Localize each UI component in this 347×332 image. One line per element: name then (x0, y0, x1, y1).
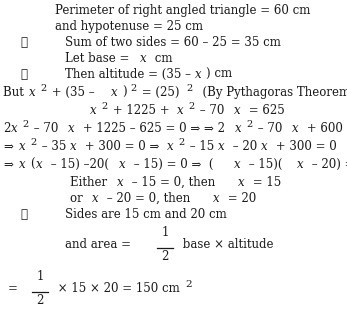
Text: or: or (70, 192, 86, 205)
Text: ⇒: ⇒ (3, 158, 13, 171)
Text: 1: 1 (36, 270, 44, 283)
Text: + 300 = 0 ⇒: + 300 = 0 ⇒ (81, 140, 159, 153)
Text: x: x (111, 86, 118, 99)
Text: 2: 2 (22, 120, 28, 129)
Text: x: x (19, 158, 26, 171)
Text: x: x (117, 176, 124, 189)
Text: – 35: – 35 (38, 140, 66, 153)
Text: 2: 2 (188, 102, 194, 111)
Text: = (25): = (25) (138, 86, 179, 99)
Text: – 20 = 0, then: – 20 = 0, then (103, 192, 194, 205)
Text: ): ) (122, 86, 127, 99)
Text: + 1225 – 625 = 0 ⇒ ⇒ 2: + 1225 – 625 = 0 ⇒ ⇒ 2 (79, 122, 225, 135)
Text: 1: 1 (161, 226, 169, 239)
Text: – 70: – 70 (254, 122, 282, 135)
Text: + 1225 +: + 1225 + (109, 104, 174, 117)
Text: ∴: ∴ (20, 208, 27, 221)
Text: and area =: and area = (65, 238, 135, 251)
Text: (: ( (30, 158, 35, 171)
Text: 2: 2 (30, 138, 36, 147)
Text: + (35 –: + (35 – (48, 86, 99, 99)
Text: Then altitude = (35 –: Then altitude = (35 – (65, 68, 195, 81)
Text: ∴: ∴ (20, 68, 27, 81)
Text: ⇒: ⇒ (3, 140, 13, 153)
Text: x: x (119, 158, 126, 171)
Text: 2: 2 (246, 120, 252, 129)
Text: cm: cm (151, 52, 172, 65)
Text: ∴: ∴ (20, 36, 27, 49)
Text: – 15) = 0 ⇒  (: – 15) = 0 ⇒ ( (130, 158, 213, 171)
Text: x: x (235, 122, 242, 135)
Text: Either: Either (70, 176, 111, 189)
Text: x: x (213, 192, 220, 205)
Text: x: x (261, 140, 268, 153)
Text: – 20) = 0: – 20) = 0 (308, 158, 347, 171)
Text: Let base =: Let base = (65, 52, 133, 65)
Text: ) cm: ) cm (206, 68, 232, 81)
Text: = 20: = 20 (224, 192, 256, 205)
Text: x: x (177, 104, 184, 117)
Text: + 600 = 0: + 600 = 0 (303, 122, 347, 135)
Text: – 15)(: – 15)( (245, 158, 282, 171)
Text: x: x (70, 140, 77, 153)
Text: and hypotenuse = 25 cm: and hypotenuse = 25 cm (55, 20, 203, 33)
Text: x: x (90, 104, 96, 117)
Text: x: x (68, 122, 75, 135)
Text: = 15: = 15 (249, 176, 281, 189)
Text: 2: 2 (161, 250, 169, 263)
Text: – 20: – 20 (229, 140, 257, 153)
Text: x: x (195, 68, 202, 81)
Text: 2: 2 (40, 84, 46, 93)
Text: x: x (11, 122, 18, 135)
Text: x: x (19, 140, 26, 153)
Text: x: x (297, 158, 304, 171)
Text: 2: 2 (178, 138, 184, 147)
Text: Sides are 15 cm and 20 cm: Sides are 15 cm and 20 cm (65, 208, 227, 221)
Text: = 625: = 625 (245, 104, 285, 117)
Text: 2: 2 (185, 280, 192, 289)
Text: 2: 2 (186, 84, 192, 93)
Text: x: x (29, 86, 36, 99)
Text: x: x (92, 192, 99, 205)
Text: x: x (36, 158, 43, 171)
Text: x: x (292, 122, 299, 135)
Text: base × altitude: base × altitude (179, 238, 273, 251)
Text: + 300 = 0: + 300 = 0 (272, 140, 337, 153)
Text: x: x (238, 176, 245, 189)
Text: But: But (3, 86, 28, 99)
Text: =: = (8, 282, 22, 295)
Text: x: x (167, 140, 174, 153)
Text: 2: 2 (101, 102, 107, 111)
Text: 2: 2 (36, 294, 44, 307)
Text: – 15) –20(: – 15) –20( (47, 158, 109, 171)
Text: x: x (234, 104, 240, 117)
Text: 2: 2 (3, 122, 10, 135)
Text: Sum of two sides = 60 – 25 = 35 cm: Sum of two sides = 60 – 25 = 35 cm (65, 36, 281, 49)
Text: × 15 × 20 = 150 cm: × 15 × 20 = 150 cm (54, 282, 180, 295)
Text: 2: 2 (130, 84, 136, 93)
Text: – 15: – 15 (186, 140, 214, 153)
Text: x: x (140, 52, 147, 65)
Text: x: x (234, 158, 240, 171)
Text: – 70: – 70 (30, 122, 58, 135)
Text: (By Pythagoras Theorem): (By Pythagoras Theorem) (195, 86, 347, 99)
Text: – 15 = 0, then: – 15 = 0, then (128, 176, 219, 189)
Text: – 70: – 70 (196, 104, 225, 117)
Text: x: x (218, 140, 225, 153)
Text: Perimeter of right angled triangle = 60 cm: Perimeter of right angled triangle = 60 … (55, 4, 310, 17)
